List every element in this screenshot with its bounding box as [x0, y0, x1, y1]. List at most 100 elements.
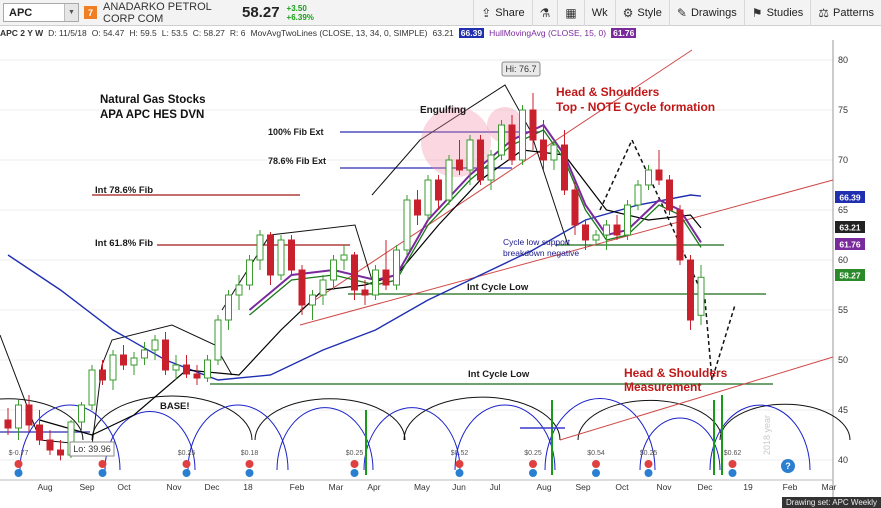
share-icon: ⇪: [481, 5, 492, 20]
info-icon: [455, 469, 464, 477]
envelope-path: [371, 84, 569, 246]
style-icon: ⚙: [622, 5, 634, 20]
symbol-input-value: APC: [9, 6, 33, 19]
cycle-arc-black: [0, 398, 84, 441]
y-tick-label: 40: [838, 455, 848, 465]
gridlines: [0, 59, 833, 461]
candle-body: [655, 169, 663, 181]
channel-lower-line: [559, 356, 834, 441]
x-tick-label: Jul: [490, 482, 501, 492]
int-cycle-low-label-upper: Int Cycle Low: [467, 282, 529, 293]
envelope-path: [221, 224, 373, 311]
candle-body: [487, 154, 495, 181]
candle-body: [172, 364, 180, 371]
drawings-button[interactable]: ✎ Drawings: [668, 0, 744, 26]
x-tick-label: Dec: [697, 482, 713, 492]
info-icon: [182, 469, 191, 477]
bar-low: L: 53.5: [161, 27, 188, 38]
lo-label-box: [69, 441, 115, 457]
candle-body: [193, 373, 201, 379]
period-button[interactable]: Wk: [583, 0, 615, 26]
x-tick-label: Mar: [329, 482, 344, 492]
cycle-low-support-label: Cycle low support: [503, 237, 571, 247]
price-badge: [835, 269, 865, 281]
price-badge: [835, 221, 865, 233]
candle-body: [697, 276, 705, 316]
x-tick-label: Nov: [656, 482, 672, 492]
hs-top-note: Top - NOTE Cycle formation: [556, 100, 715, 114]
hs-measurement-title: Head & Shoulders: [624, 366, 728, 380]
earnings-icon: [350, 460, 359, 468]
candle-body: [225, 294, 232, 321]
earnings-icon: [245, 460, 254, 468]
share-button[interactable]: ⇪ Share: [473, 0, 531, 26]
chart-symbol-period: APC 2 Y W: [0, 27, 44, 38]
year-watermark: 2018 year: [762, 415, 772, 455]
candle-body: [529, 109, 537, 141]
x-tick-label: Jun: [452, 482, 466, 492]
hull-value: 61.76: [611, 27, 637, 38]
candle-body: [403, 199, 411, 251]
symbol-input[interactable]: APC ▼: [3, 3, 79, 22]
ma-study-label[interactable]: MovAvgTwoLines (CLOSE, 13, 34, 0, SIMPLE…: [250, 27, 428, 38]
hs-measurement-note: Measurement: [624, 380, 701, 394]
candle-body: [613, 224, 621, 236]
earnings-icon: [529, 460, 537, 468]
dividend-label: $0.18: [241, 450, 259, 457]
candle-body: [666, 179, 673, 211]
x-tick-label: Aug: [536, 482, 551, 492]
ma13-value: 63.21: [432, 27, 454, 38]
info-icon: [728, 469, 737, 477]
candle-body: [309, 294, 316, 306]
alert-badge[interactable]: 7: [84, 6, 97, 19]
change-abs: +3.50: [286, 3, 307, 13]
candle-body: [361, 289, 369, 296]
y-tick-label: 65: [838, 205, 848, 215]
candle-body: [256, 234, 264, 261]
candle-body: [298, 269, 306, 306]
candle-body: [382, 269, 390, 286]
dividend-label: $0.25: [178, 450, 196, 457]
dividend-label: $0.54: [587, 450, 605, 457]
studies-label: Studies: [766, 6, 804, 19]
cycle-arc-blue: [544, 398, 656, 471]
grid-button[interactable]: ▦: [557, 0, 583, 26]
channel-upper-line: [299, 49, 693, 311]
style-button[interactable]: ⚙ Style: [614, 0, 669, 26]
patterns-button[interactable]: ⚖ Patterns: [810, 0, 881, 26]
help-icon: [781, 459, 795, 473]
hi-label: Hi: 76.7: [505, 64, 536, 74]
fib-786-ext-label: 78.6% Fib Ext: [268, 156, 326, 166]
y-tick-label: 55: [838, 305, 848, 315]
price-badge-text: 58.27: [839, 271, 861, 281]
chevron-down-icon[interactable]: ▼: [64, 4, 78, 21]
flask-button[interactable]: ⚗: [531, 0, 558, 26]
earnings-icon: [14, 460, 23, 468]
drawing-set-label: Drawing set: APC Weekly: [782, 497, 881, 508]
candle-body: [246, 259, 253, 286]
studies-button[interactable]: ⚑ Studies: [743, 0, 810, 26]
grid-icon: ▦: [565, 5, 577, 20]
candle-body: [330, 259, 337, 281]
earnings-icon: [644, 460, 653, 468]
candle-body: [477, 139, 484, 181]
x-tick-label: Feb: [783, 482, 798, 492]
cycle-arc-blue: [19, 404, 121, 471]
flask-icon: ⚗: [539, 5, 551, 20]
cycle-arc-black: [91, 395, 253, 441]
x-tick-label: Dec: [204, 482, 220, 492]
bar-open: O: 54.47: [91, 27, 125, 38]
candle-body: [151, 339, 159, 351]
x-tick-label: 18: [243, 482, 253, 492]
hull-study-label[interactable]: HullMovingAvg (CLOSE, 15, 0): [489, 27, 607, 38]
price-change: +3.50 +6.39%: [287, 4, 314, 22]
earnings-icon: [455, 460, 464, 468]
info-icon: [644, 469, 653, 477]
style-label: Style: [637, 6, 662, 19]
candle-body: [445, 159, 453, 201]
studies-icon: ⚑: [751, 5, 763, 20]
candles: [4, 93, 705, 461]
candle-body: [424, 179, 432, 216]
breakdown-negative-label: breakdown negative: [503, 248, 579, 258]
